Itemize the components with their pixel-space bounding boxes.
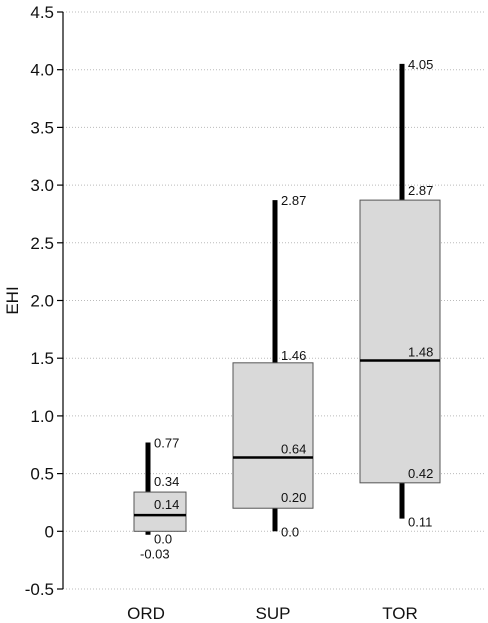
data-label-whisker-low: 0.11: [408, 515, 432, 530]
category-label: SUP: [256, 604, 291, 623]
y-tick-label: 0.5: [30, 465, 54, 484]
data-label-box-low: 0.42: [408, 466, 433, 481]
y-tick-label: 2.0: [30, 292, 54, 311]
y-tick-label: 1.0: [30, 407, 54, 426]
data-label-whisker-high: 4.05: [408, 57, 433, 72]
box-rect: [359, 199, 441, 484]
box-tor: 4.05 2.87 1.48 0.42 0.11: [359, 57, 441, 530]
data-label-median: 1.48: [408, 345, 433, 360]
box-ord: 0.77 0.34 0.14 0.0-0.03: [133, 435, 187, 561]
category-label: TOR: [382, 604, 418, 623]
y-tick-label: 1.5: [30, 349, 54, 368]
data-label-box-low: 0.20: [281, 490, 306, 505]
data-label-box-high: 1.46: [281, 348, 306, 363]
box-rect: [133, 491, 187, 532]
data-label-whisker-high: 2.87: [281, 193, 306, 208]
data-label-box-high: 0.34: [154, 474, 179, 489]
data-label-median: 0.64: [281, 441, 306, 456]
box-rect: [232, 362, 314, 509]
category-label: ORD: [127, 604, 165, 623]
data-label-median: 0.14: [154, 497, 179, 512]
y-tick-label: 3.0: [30, 176, 54, 195]
y-axis-title: EHI: [3, 286, 22, 314]
y-tick-label: 2.5: [30, 234, 54, 253]
box-sup: 2.87 1.46 0.64 0.20 0.0: [232, 193, 314, 539]
y-tick-label: -0.5: [25, 580, 54, 599]
y-tick-labels: -0.5 0 0.5 1.0 1.5 2.0 2.5 3.0 3.5 4.0 4.5: [25, 3, 63, 599]
data-label-whisker-high: 0.77: [154, 435, 179, 450]
data-label-box-high: 2.87: [408, 183, 433, 198]
boxes: 0.770.340.140.0-0.032.871.460.640.200.04…: [133, 57, 441, 561]
category-labels: ORD SUP TOR: [127, 604, 418, 623]
data-label-whisker-low: -0.03: [140, 546, 170, 561]
y-tick-label: 3.5: [30, 118, 54, 137]
y-tick-label: 0: [45, 522, 54, 541]
y-tick-label: 4.5: [30, 3, 54, 22]
y-tick-label: 4.0: [30, 61, 54, 80]
data-label-box-low: 0.0: [154, 531, 172, 546]
data-label-whisker-low: 0.0: [281, 524, 299, 539]
